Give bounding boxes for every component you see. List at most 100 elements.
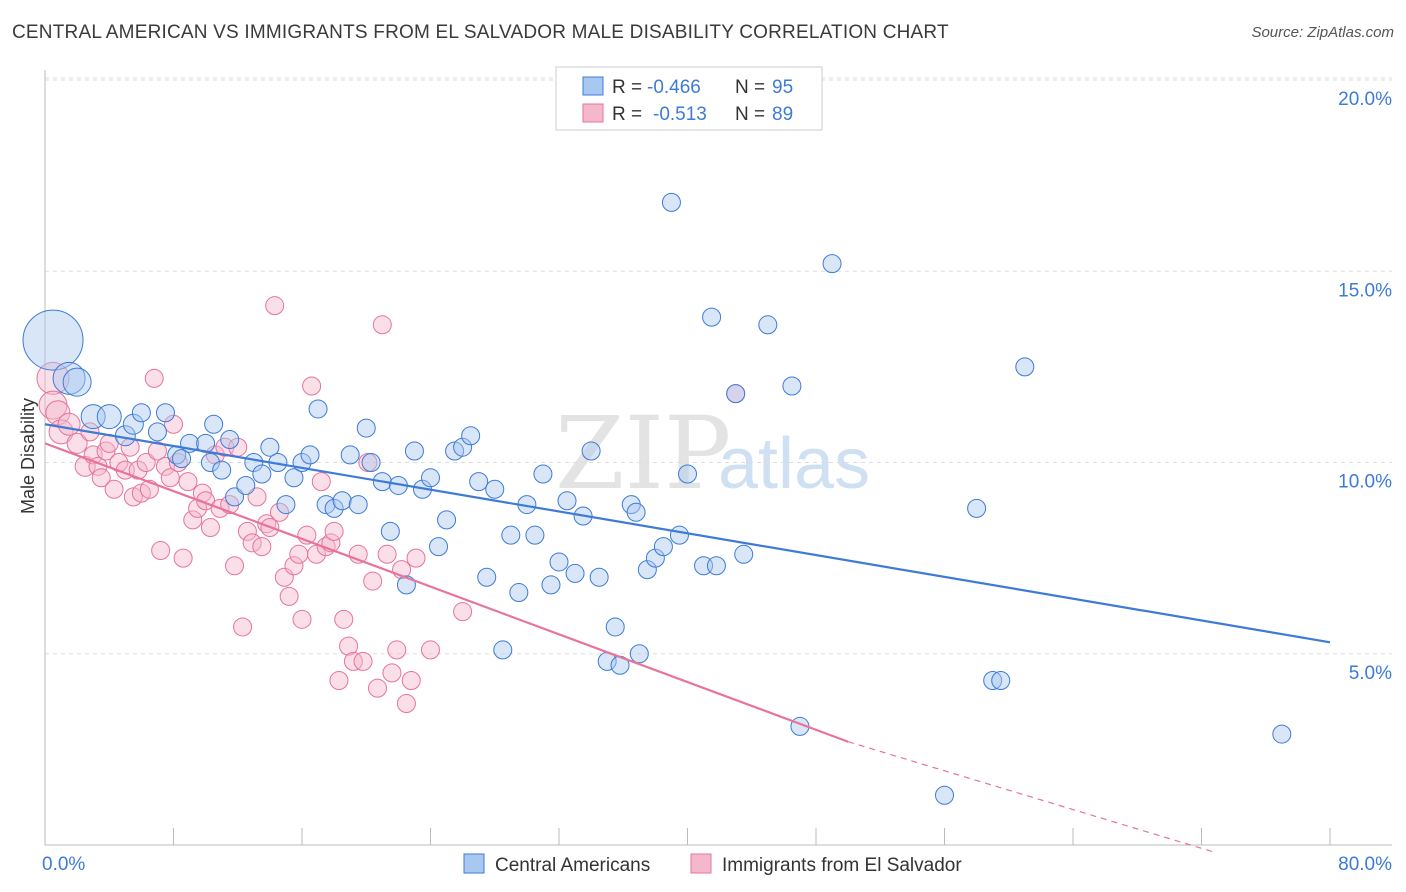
- data-point: [225, 487, 245, 507]
- data-point: [324, 498, 344, 518]
- data-point: [406, 548, 426, 568]
- data-point: [276, 495, 296, 515]
- series-central-americans: [22, 192, 1292, 805]
- data-point: [96, 404, 122, 430]
- trend-lines: [44, 423, 1331, 853]
- data-point: [237, 521, 257, 541]
- data-point: [329, 671, 349, 691]
- data-point: [353, 651, 373, 671]
- y-tick-label: 5.0%: [1349, 663, 1392, 684]
- data-point: [453, 437, 473, 457]
- data-point: [233, 617, 253, 637]
- trend-line: [44, 423, 1331, 644]
- data-point: [151, 540, 171, 560]
- data-point: [155, 403, 175, 423]
- data-point: [589, 567, 609, 587]
- data-point: [356, 418, 376, 438]
- data-point: [225, 556, 245, 576]
- legend-swatch-blue: [582, 76, 604, 96]
- data-point: [172, 449, 192, 469]
- data-point: [178, 472, 198, 492]
- data-point: [270, 502, 290, 522]
- data-point: [645, 548, 665, 568]
- data-point: [822, 254, 842, 274]
- data-point: [348, 495, 368, 515]
- data-point: [155, 456, 175, 476]
- bottom-legend-swatch-pink: [690, 853, 712, 874]
- data-point: [168, 453, 188, 472]
- data-point: [367, 678, 387, 698]
- data-point: [782, 376, 802, 396]
- data-point: [332, 491, 352, 511]
- data-point: [404, 441, 424, 461]
- data-point: [380, 521, 400, 541]
- data-point: [477, 567, 497, 587]
- data-point: [96, 441, 116, 461]
- data-point: [967, 498, 987, 518]
- legend-n-value-1: 95: [772, 77, 793, 98]
- data-point: [469, 472, 489, 492]
- correlation-legend: R = -0.466 N = 95 R = -0.513 N = 89: [555, 66, 823, 131]
- trend-line: [44, 442, 849, 743]
- data-point: [91, 468, 111, 488]
- data-point: [653, 537, 673, 557]
- data-point: [363, 571, 383, 591]
- data-point: [637, 560, 657, 580]
- data-point: [421, 640, 440, 660]
- data-point: [252, 537, 272, 557]
- legend-r-label-2: R =: [612, 104, 642, 125]
- data-point: [62, 367, 92, 397]
- data-point: [702, 307, 722, 327]
- data-point: [22, 309, 84, 371]
- data-point: [509, 583, 529, 603]
- data-point: [541, 575, 561, 595]
- data-point: [308, 399, 328, 419]
- y-tick-label: 10.0%: [1338, 472, 1392, 493]
- data-point: [533, 464, 553, 484]
- data-point: [204, 414, 224, 434]
- source-label: Source: ZipAtlas.com: [1251, 24, 1394, 41]
- data-point: [343, 651, 363, 671]
- data-point: [629, 644, 649, 664]
- data-point: [340, 445, 360, 465]
- legend-n-label-2: N =: [735, 104, 765, 125]
- data-point: [377, 544, 397, 564]
- data-point: [200, 453, 220, 472]
- data-point: [324, 521, 344, 541]
- data-point: [734, 544, 754, 564]
- data-point: [279, 586, 299, 606]
- legend-n-label-1: N =: [735, 77, 765, 98]
- data-point: [387, 640, 407, 660]
- bottom-legend-swatch-blue: [463, 853, 485, 874]
- data-point: [147, 441, 167, 461]
- data-point: [396, 693, 416, 713]
- data-point: [669, 525, 689, 545]
- data-point: [485, 479, 505, 499]
- data-point: [173, 548, 193, 568]
- data-point: [461, 426, 481, 446]
- y-tick-label: 20.0%: [1338, 89, 1392, 110]
- data-point: [678, 464, 697, 484]
- legend-r-value-1: -0.466: [647, 77, 701, 98]
- data-point: [220, 430, 240, 450]
- data-point: [983, 671, 1003, 691]
- data-point: [66, 432, 88, 454]
- data-point: [57, 412, 81, 436]
- y-axis-tick-labels: 5.0% 10.0% 15.0% 20.0%: [1338, 89, 1392, 684]
- data-point: [1272, 724, 1292, 744]
- legend-r-label-1: R =: [612, 77, 642, 98]
- data-point: [581, 441, 601, 461]
- data-point: [292, 609, 312, 629]
- data-point: [453, 602, 473, 622]
- data-point: [252, 464, 272, 484]
- data-point: [726, 384, 746, 404]
- data-point: [605, 617, 625, 637]
- chart-title: CENTRAL AMERICAN VS IMMIGRANTS FROM EL S…: [12, 22, 949, 43]
- x-tick-label-max: 80.0%: [1338, 854, 1392, 875]
- data-point: [549, 552, 569, 572]
- data-point: [212, 460, 232, 480]
- data-point: [758, 315, 778, 335]
- data-point: [382, 663, 402, 683]
- data-point: [421, 468, 440, 488]
